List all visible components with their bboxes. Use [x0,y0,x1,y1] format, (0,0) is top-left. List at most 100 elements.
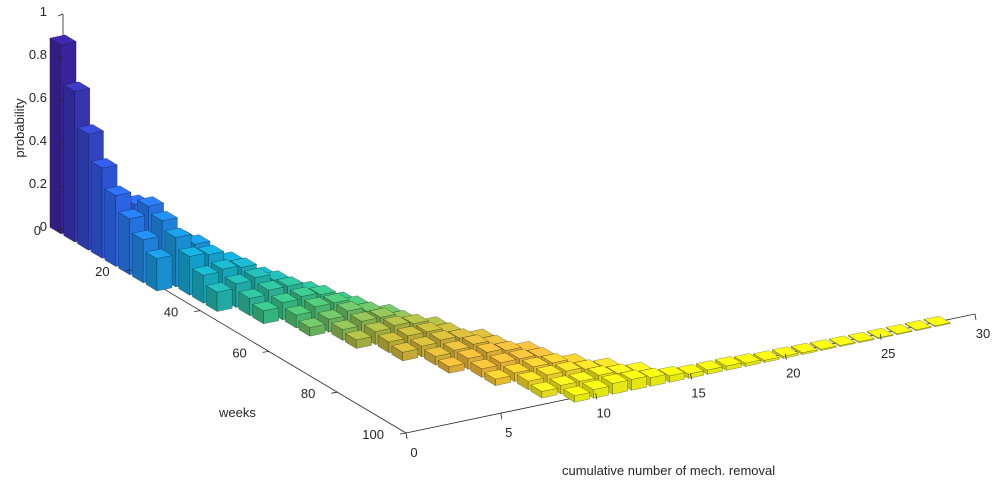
bar-face [563,385,591,396]
bar-face [145,248,173,259]
bar-face [350,311,378,322]
bar-face [494,340,522,351]
bar-face [298,317,326,328]
bar [790,342,818,355]
bar-face [90,161,103,259]
bar-face [391,342,419,353]
bar [847,331,875,344]
bar [619,369,648,391]
bar-face [483,369,512,380]
bar [771,346,799,359]
bar [714,356,743,371]
bar [251,300,280,325]
bar-face [554,361,582,372]
x-tick-mark [974,313,977,321]
bar-face [336,301,364,312]
bar-face [657,365,686,377]
bar-face [437,356,465,368]
bar-face [516,371,544,382]
bar-face [145,251,158,292]
bar-face [809,339,837,350]
bar [828,335,856,347]
bar-face [229,257,258,268]
y-tick-mark [399,432,407,435]
bar-face [276,276,304,287]
bar-face [243,267,271,279]
bar-face [619,369,648,380]
bar-face [178,249,190,296]
bar-face [289,286,318,297]
z-tick-label: 0.6 [29,90,47,105]
y-tick-label: 0 [34,223,41,238]
y-tick-label: 40 [164,305,178,320]
bar-face [284,305,312,316]
bar-face [502,363,531,374]
bar-face [475,342,503,353]
bar-face [117,208,146,220]
bar-face [549,375,577,386]
y-tick-mark [56,228,64,231]
bar [563,385,591,403]
bar-face [535,365,563,376]
x-tick-mark [595,393,598,400]
bar-face [582,379,610,390]
bar-face [601,373,629,384]
x-axis-label: cumulative number of mech. removal [562,463,775,478]
y-tick-label: 100 [362,427,384,442]
z-tick-label: 0 [40,219,47,234]
bar-face [638,367,667,378]
bar-face [104,185,132,196]
bar-face [847,331,875,343]
bar-face [382,315,410,326]
bar [205,282,233,312]
bar-face [401,313,429,324]
bar-face [210,259,239,270]
x-tick-label: 30 [976,326,990,341]
bar-face [118,211,130,276]
x-tick-label: 20 [786,366,800,381]
bar-face [224,273,252,285]
bar-face [442,340,471,351]
bar [145,248,173,292]
z-tick-mark [57,185,64,189]
x-tick-label: 0 [410,445,417,460]
bar-face [568,371,596,382]
bar [530,381,558,399]
bar-face [197,244,225,255]
x-tick-label: 25 [881,346,895,361]
bar [752,350,780,363]
y-tick-mark [331,391,338,394]
bar-face [456,348,484,359]
bar-face [90,158,118,169]
bar [391,342,419,362]
z-tick-mark [57,142,64,146]
bar-face [790,342,818,354]
bar [904,319,932,332]
bar-face [156,255,173,292]
z-tick-mark [57,56,64,60]
bar [483,369,512,386]
bar [733,353,762,367]
bar-face [923,315,951,327]
bar-face [752,350,780,361]
bar-face [904,319,932,331]
bar-face [164,227,192,238]
bar-face [238,288,266,299]
bar-face [508,348,536,360]
bar-face [178,246,206,257]
y-tick-mark [262,351,269,353]
bar [695,360,724,375]
y-tick-label: 80 [301,386,315,401]
bar [582,379,610,399]
y-axis-label: weeks [218,405,256,420]
bar-face [489,352,517,363]
bar-face [461,334,490,345]
bar-face [308,284,337,295]
x-tick-label: 10 [596,405,610,420]
x-tick-mark [405,432,408,440]
bar-face [49,37,62,235]
bar-face [191,265,220,276]
bar-face [131,232,144,284]
